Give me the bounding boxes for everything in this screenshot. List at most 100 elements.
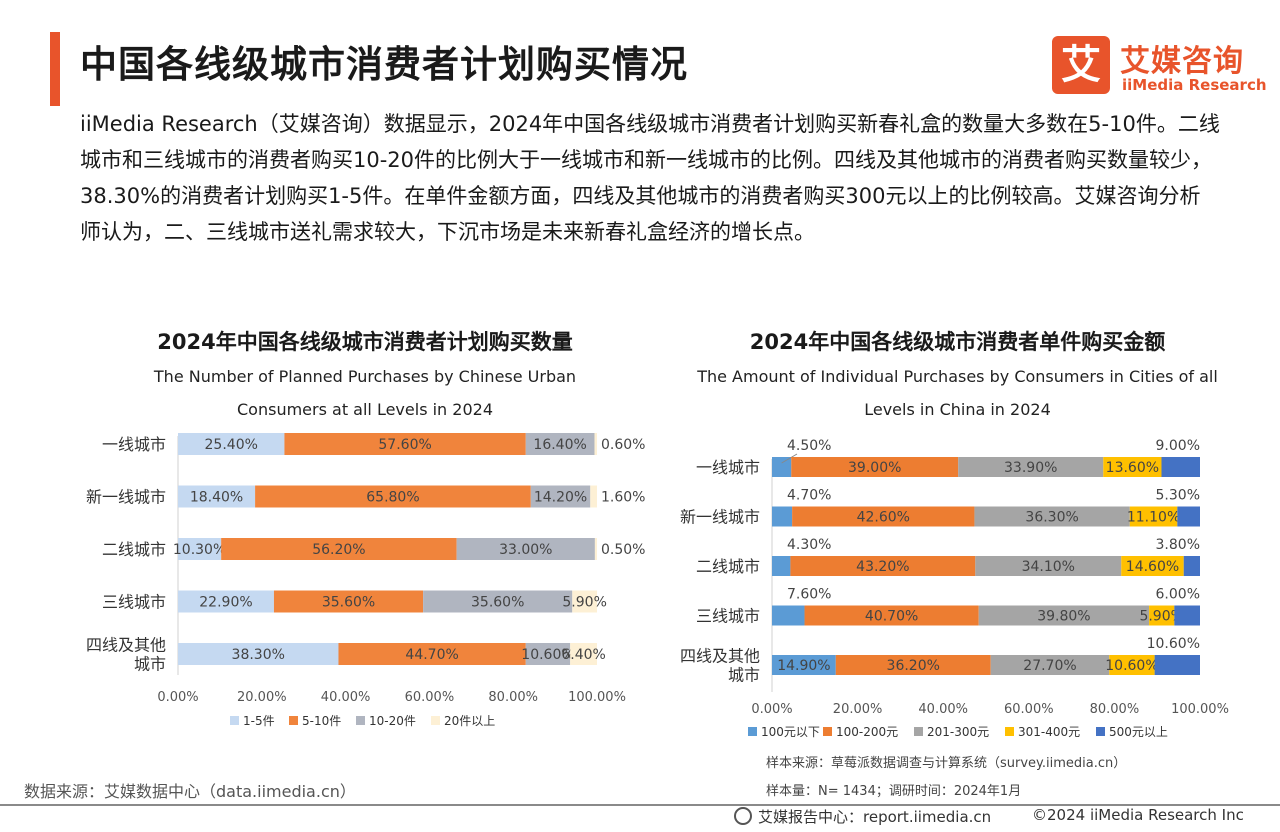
copyright: ©2024 iiMedia Research Inc	[1032, 806, 1244, 824]
chart-individual-purchase-amount: 0.00% 20.00% 40.00% 60.00% 80.00% 100.00% 一线城市…	[680, 438, 1229, 739]
bar-segment	[835, 655, 991, 675]
data-label: 25.40%	[205, 437, 258, 453]
chart2-title-en: The Amount of Individual Purchases by Co…	[697, 367, 1218, 419]
data-label: 5.90%	[562, 595, 606, 611]
data-label: 13.60%	[1106, 460, 1159, 476]
bar-segment	[1161, 457, 1200, 477]
x-tick-label: 80.00%	[1090, 702, 1140, 717]
logo-text-cn: 艾媒咨询	[1120, 44, 1244, 79]
data-label: 35.60%	[471, 595, 524, 611]
data-label: 9.00%	[1156, 438, 1200, 454]
data-label: 40.70%	[865, 609, 918, 625]
data-label: 1.60%	[601, 490, 645, 506]
category-label: 四线及其他	[86, 636, 166, 655]
x-tick-label: 100.00%	[568, 690, 626, 705]
legend-label: 100元以下	[761, 725, 820, 739]
chart1-title-cn: 2024年中国各线级城市消费者计划购买数量	[157, 330, 573, 354]
bar-segment	[273, 590, 424, 613]
label-leader-line	[781, 453, 798, 464]
legend-swatch	[823, 727, 832, 736]
bar-segment	[255, 485, 531, 508]
footer-divider	[0, 804, 1280, 806]
x-tick-label: 100.00%	[1171, 702, 1229, 717]
legend-swatch	[1005, 727, 1014, 736]
data-label: 7.60%	[787, 587, 831, 603]
data-label: 5.90%	[1139, 609, 1183, 625]
legend-swatch	[748, 727, 757, 736]
data-label: 4.30%	[787, 537, 831, 553]
category-label: 一线城市	[696, 458, 760, 477]
bar-segment	[594, 433, 597, 455]
legend-swatch	[289, 716, 298, 725]
x-tick-label: 60.00%	[405, 690, 455, 705]
legend-swatch	[1096, 727, 1105, 736]
data-label: 14.60%	[1126, 559, 1179, 575]
data-label: 5.30%	[1156, 488, 1200, 504]
x-tick-label: 0.00%	[157, 690, 198, 705]
bar-segment	[1154, 655, 1200, 675]
bar-segment	[570, 643, 597, 665]
category-label: 新一线城市	[86, 488, 166, 507]
data-label: 42.60%	[857, 510, 910, 526]
page-title: 中国各线级城市消费者计划购买情况	[80, 43, 688, 86]
globe-icon	[734, 807, 752, 825]
bar-segment	[974, 506, 1130, 527]
data-label: 27.70%	[1023, 658, 1076, 674]
bar-segment	[178, 643, 339, 665]
bar-segment	[221, 538, 457, 560]
bar-segment	[1129, 506, 1178, 527]
data-label: 39.80%	[1037, 609, 1090, 625]
legend-swatch	[914, 727, 923, 736]
report-center-text: 艾媒报告中心：report.iimedia.cn	[758, 808, 992, 826]
category-label: 新一线城市	[680, 508, 760, 527]
category-label: 二线城市	[696, 557, 760, 576]
legend-swatch	[230, 716, 239, 725]
x-tick-label: 40.00%	[321, 690, 371, 705]
title-accent-bar	[50, 32, 60, 106]
bar-segment	[530, 485, 591, 508]
data-source: 数据来源：艾媒数据中心（data.iimedia.cn）	[24, 782, 356, 801]
logo-mark: 艾	[1052, 36, 1110, 94]
bar-segment	[590, 485, 597, 508]
bar-segment	[178, 590, 274, 613]
bar-segment	[792, 506, 975, 527]
bar-segment	[1103, 457, 1162, 477]
legend-label: 500元以上	[1109, 725, 1168, 739]
bar-segment	[772, 605, 805, 626]
bar-segment	[338, 643, 526, 665]
legend-label: 1-5件	[243, 714, 275, 728]
category-label: 三线城市	[102, 593, 166, 612]
data-label: 4.70%	[787, 488, 831, 504]
data-label: 65.80%	[366, 490, 419, 506]
bar-segment	[284, 433, 526, 455]
bar-segment	[791, 457, 959, 477]
bar-segment	[958, 457, 1104, 477]
data-label: 10.30%	[173, 542, 226, 558]
bar-segment	[525, 433, 595, 455]
x-tick-label: 40.00%	[918, 702, 968, 717]
bar-segment	[1177, 506, 1200, 527]
data-label: 22.90%	[199, 595, 252, 611]
bar-segment	[772, 556, 791, 576]
data-label: 36.20%	[887, 658, 940, 674]
legend-label: 201-300元	[927, 725, 989, 739]
data-label: 14.90%	[777, 658, 830, 674]
sample-source: 样本来源：草莓派数据调查与计算系统（survey.iimedia.cn）	[766, 756, 1127, 771]
data-label: 57.60%	[378, 437, 431, 453]
bar-segment	[1121, 556, 1184, 576]
data-label: 38.30%	[232, 647, 285, 663]
bar-segment	[804, 605, 979, 626]
brand-logo: 艾 艾媒咨询 iiMedia Research	[1052, 36, 1267, 102]
data-label: 3.80%	[1156, 537, 1200, 553]
legend-label: 5-10件	[302, 714, 341, 728]
bar-segment	[525, 643, 571, 665]
data-label: 36.30%	[1025, 510, 1078, 526]
legend-label: 100-200元	[836, 725, 898, 739]
data-label: 10.60%	[1147, 636, 1200, 652]
bar-segment	[178, 433, 285, 455]
category-label: 城市	[134, 655, 166, 674]
data-label: 0.50%	[601, 542, 645, 558]
data-label: 6.40%	[561, 647, 605, 663]
category-label: 四线及其他	[680, 647, 760, 666]
data-label: 18.40%	[190, 490, 243, 506]
